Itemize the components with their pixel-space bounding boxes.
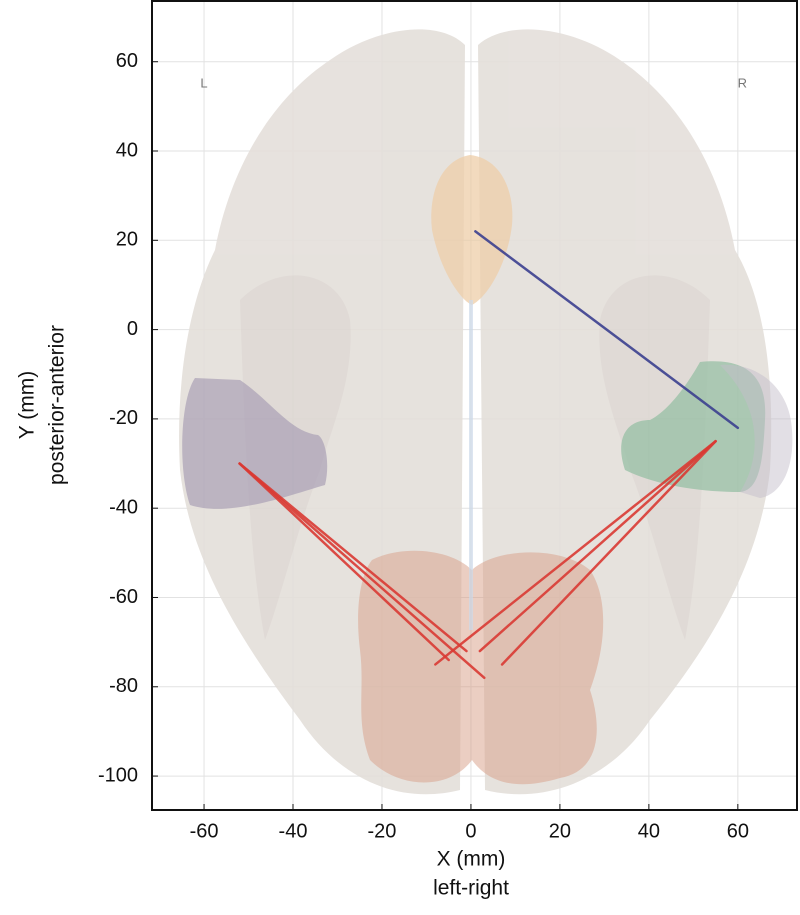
y-tick-label: -40	[109, 496, 138, 518]
y-axis-label: Y (mm)	[16, 371, 39, 439]
y-tick-label: -100	[98, 764, 138, 786]
connection	[474, 230, 740, 430]
midline	[469, 300, 473, 630]
connections	[238, 230, 740, 680]
frontal-region	[431, 155, 513, 305]
annotation: L	[200, 75, 207, 90]
connection	[238, 462, 486, 680]
connection	[500, 439, 717, 666]
y-tick-label: -80	[109, 675, 138, 697]
x-axis-label: X (mm)	[437, 848, 506, 871]
x-tick-label: -40	[279, 820, 308, 842]
connection	[434, 439, 717, 666]
y-tick-label: 40	[116, 139, 138, 161]
temporal-right	[621, 361, 766, 492]
connection	[238, 462, 468, 653]
temporal-left	[182, 378, 328, 509]
x-tick-label: 40	[638, 820, 660, 842]
y-tick-label: 60	[116, 50, 138, 72]
plot-frame	[151, 0, 798, 811]
connection	[238, 462, 450, 662]
x-tick-label: 0	[465, 820, 476, 842]
y-tick-label: -20	[109, 407, 138, 429]
x-tick-label: 60	[727, 820, 749, 842]
connection	[478, 439, 717, 653]
x-axis-sublabel: left-right	[433, 877, 509, 900]
temporal-right-outer	[720, 364, 793, 498]
occipital-region	[358, 550, 604, 785]
x-tick-label: 20	[549, 820, 571, 842]
x-tick-label: -20	[368, 820, 397, 842]
x-tick-label: -60	[190, 820, 219, 842]
y-tick-label: 20	[116, 229, 138, 251]
brain	[179, 29, 793, 795]
y-tick-label: -60	[109, 586, 138, 608]
annotation: R	[738, 75, 747, 90]
y-tick-label: 0	[127, 318, 138, 340]
y-axis-sublabel: posterior-anterior	[46, 325, 69, 485]
